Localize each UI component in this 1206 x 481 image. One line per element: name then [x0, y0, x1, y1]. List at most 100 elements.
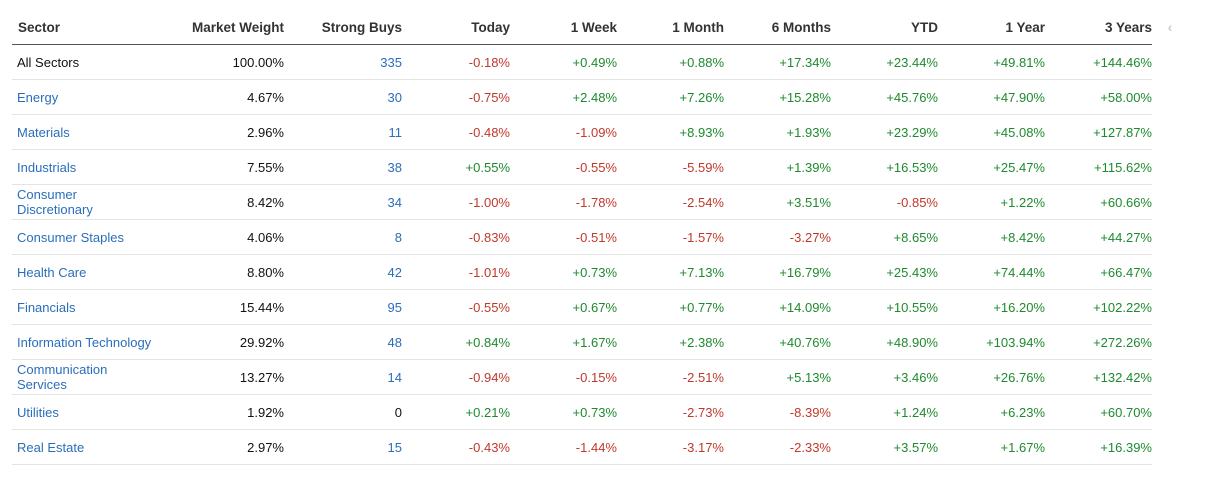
- sector-name-link[interactable]: Information Technology: [17, 334, 152, 350]
- 1-year-change-cell: +47.90%: [938, 79, 1045, 115]
- strong-buys-link[interactable]: 48: [387, 334, 402, 350]
- table-row: Financials 15.44% 95 -0.55% +0.67% +0.77% +14.…: [12, 289, 1188, 325]
- strong-buys-link[interactable]: 11: [388, 124, 403, 140]
- market-weight-cell: 8.42%: [178, 184, 284, 220]
- today-change-cell: +0.84%: [402, 324, 510, 360]
- strong-buys-link[interactable]: 34: [387, 194, 402, 210]
- row-spacer: [1152, 80, 1188, 115]
- 6-months-change-cell: +3.51%: [724, 184, 831, 220]
- ytd-change-cell: +23.29%: [831, 114, 938, 150]
- strong-buys-link[interactable]: 95: [387, 299, 402, 315]
- sector-cell: Financials: [12, 289, 178, 325]
- 3-years-change-cell: +115.62%: [1045, 149, 1152, 185]
- header-1-month[interactable]: 1 Month: [617, 10, 724, 45]
- table-row: All Sectors 100.00% 335 -0.18% +0.49% +0.88% +…: [12, 44, 1188, 80]
- table-row: Real Estate 2.97% 15 -0.43% -1.44% -3.17% -2.3…: [12, 429, 1188, 465]
- ytd-change-cell: +1.24%: [831, 394, 938, 430]
- sector-name-link[interactable]: Health Care: [17, 264, 87, 280]
- sector-name-link[interactable]: Financials: [17, 299, 76, 315]
- sector-cell: Information Technology: [12, 324, 178, 360]
- 1-month-change-cell: -2.51%: [617, 359, 724, 395]
- strong-buys-link[interactable]: 42: [387, 264, 402, 280]
- market-weight-cell: 7.55%: [178, 149, 284, 185]
- sector-name-link[interactable]: Consumer Discretionary: [17, 187, 93, 217]
- 3-years-change-cell: +16.39%: [1045, 429, 1152, 465]
- row-spacer: [1152, 220, 1188, 255]
- sector-name-link[interactable]: Utilities: [17, 404, 59, 420]
- sector-name-link[interactable]: Communication Services: [17, 362, 108, 392]
- header-3-years[interactable]: 3 Years: [1045, 10, 1152, 45]
- header-1-year[interactable]: 1 Year: [938, 10, 1045, 45]
- 1-month-change-cell: -2.54%: [617, 184, 724, 220]
- 3-years-change-cell: +60.70%: [1045, 394, 1152, 430]
- header-1-week[interactable]: 1 Week: [510, 10, 617, 45]
- 3-years-change-cell: +127.87%: [1045, 114, 1152, 150]
- header-ytd[interactable]: YTD: [831, 10, 938, 45]
- 6-months-change-cell: +1.39%: [724, 149, 831, 185]
- strong-buys-link[interactable]: 335: [380, 54, 402, 70]
- sector-cell: Real Estate: [12, 429, 178, 465]
- ytd-change-cell: +16.53%: [831, 149, 938, 185]
- row-spacer: [1152, 45, 1188, 80]
- sector-performance-table-container: Sector Market Weight Strong Buys Today 1…: [12, 10, 1188, 465]
- 1-year-change-cell: +74.44%: [938, 254, 1045, 290]
- row-spacer: [1152, 255, 1188, 290]
- strong-buys-link[interactable]: 38: [387, 159, 402, 175]
- strong-buys-link[interactable]: 14: [387, 369, 402, 385]
- sector-name-link[interactable]: Consumer Staples: [17, 229, 124, 245]
- strong-buys-link[interactable]: 30: [387, 89, 402, 105]
- 1-month-change-cell: +7.26%: [617, 79, 724, 115]
- sector-name-link[interactable]: Energy: [17, 89, 59, 105]
- header-6-months[interactable]: 6 Months: [724, 10, 831, 45]
- sector-cell: Health Care: [12, 254, 178, 290]
- today-change-cell: -0.55%: [402, 289, 510, 325]
- sector-name-link[interactable]: Industrials: [17, 159, 77, 175]
- header-sector[interactable]: Sector: [12, 10, 178, 45]
- ytd-change-cell: +3.57%: [831, 429, 938, 465]
- sector-cell: Materials: [12, 114, 178, 150]
- sector-name-link: All Sectors: [17, 54, 80, 70]
- sector-cell: Utilities: [12, 394, 178, 430]
- strong-buys-link[interactable]: 15: [387, 439, 402, 455]
- sector-name-link[interactable]: Real Estate: [17, 439, 85, 455]
- today-change-cell: -0.48%: [402, 114, 510, 150]
- 6-months-change-cell: +16.79%: [724, 254, 831, 290]
- header-strong-buys[interactable]: Strong Buys: [284, 10, 402, 45]
- row-spacer: [1152, 325, 1188, 360]
- today-change-cell: -0.75%: [402, 79, 510, 115]
- 1-week-change-cell: -0.51%: [510, 219, 617, 255]
- today-change-cell: -0.94%: [402, 359, 510, 395]
- 1-year-change-cell: +16.20%: [938, 289, 1045, 325]
- header-market-weight[interactable]: Market Weight: [178, 10, 284, 45]
- strong-buys-cell: 38: [284, 149, 402, 185]
- strong-buys-cell: 14: [284, 359, 402, 395]
- header-today[interactable]: Today: [402, 10, 510, 45]
- 1-year-change-cell: +45.08%: [938, 114, 1045, 150]
- row-spacer: [1152, 150, 1188, 185]
- strong-buys-cell: 8: [284, 219, 402, 255]
- strong-buys-link[interactable]: 8: [394, 229, 402, 245]
- row-spacer: [1152, 360, 1188, 395]
- today-change-cell: -0.83%: [402, 219, 510, 255]
- 1-month-change-cell: +8.93%: [617, 114, 724, 150]
- today-change-cell: -1.00%: [402, 184, 510, 220]
- sector-cell: Consumer Discretionary: [12, 184, 178, 220]
- scroll-left-control[interactable]: ‹: [1152, 10, 1188, 45]
- chevron-left-icon[interactable]: ‹: [1167, 19, 1173, 36]
- table-header-row: Sector Market Weight Strong Buys Today 1…: [12, 10, 1188, 45]
- 1-week-change-cell: -1.44%: [510, 429, 617, 465]
- sector-cell: Communication Services: [12, 359, 178, 395]
- 6-months-change-cell: +1.93%: [724, 114, 831, 150]
- 1-year-change-cell: +25.47%: [938, 149, 1045, 185]
- 3-years-change-cell: +144.46%: [1045, 44, 1152, 80]
- 1-month-change-cell: -1.57%: [617, 219, 724, 255]
- strong-buys-cell: 48: [284, 324, 402, 360]
- 1-month-change-cell: -5.59%: [617, 149, 724, 185]
- 1-year-change-cell: +8.42%: [938, 219, 1045, 255]
- market-weight-cell: 15.44%: [178, 289, 284, 325]
- ytd-change-cell: +3.46%: [831, 359, 938, 395]
- sector-cell: Consumer Staples: [12, 219, 178, 255]
- 1-year-change-cell: +1.22%: [938, 184, 1045, 220]
- sector-name-link[interactable]: Materials: [17, 124, 70, 140]
- 1-week-change-cell: -0.15%: [510, 359, 617, 395]
